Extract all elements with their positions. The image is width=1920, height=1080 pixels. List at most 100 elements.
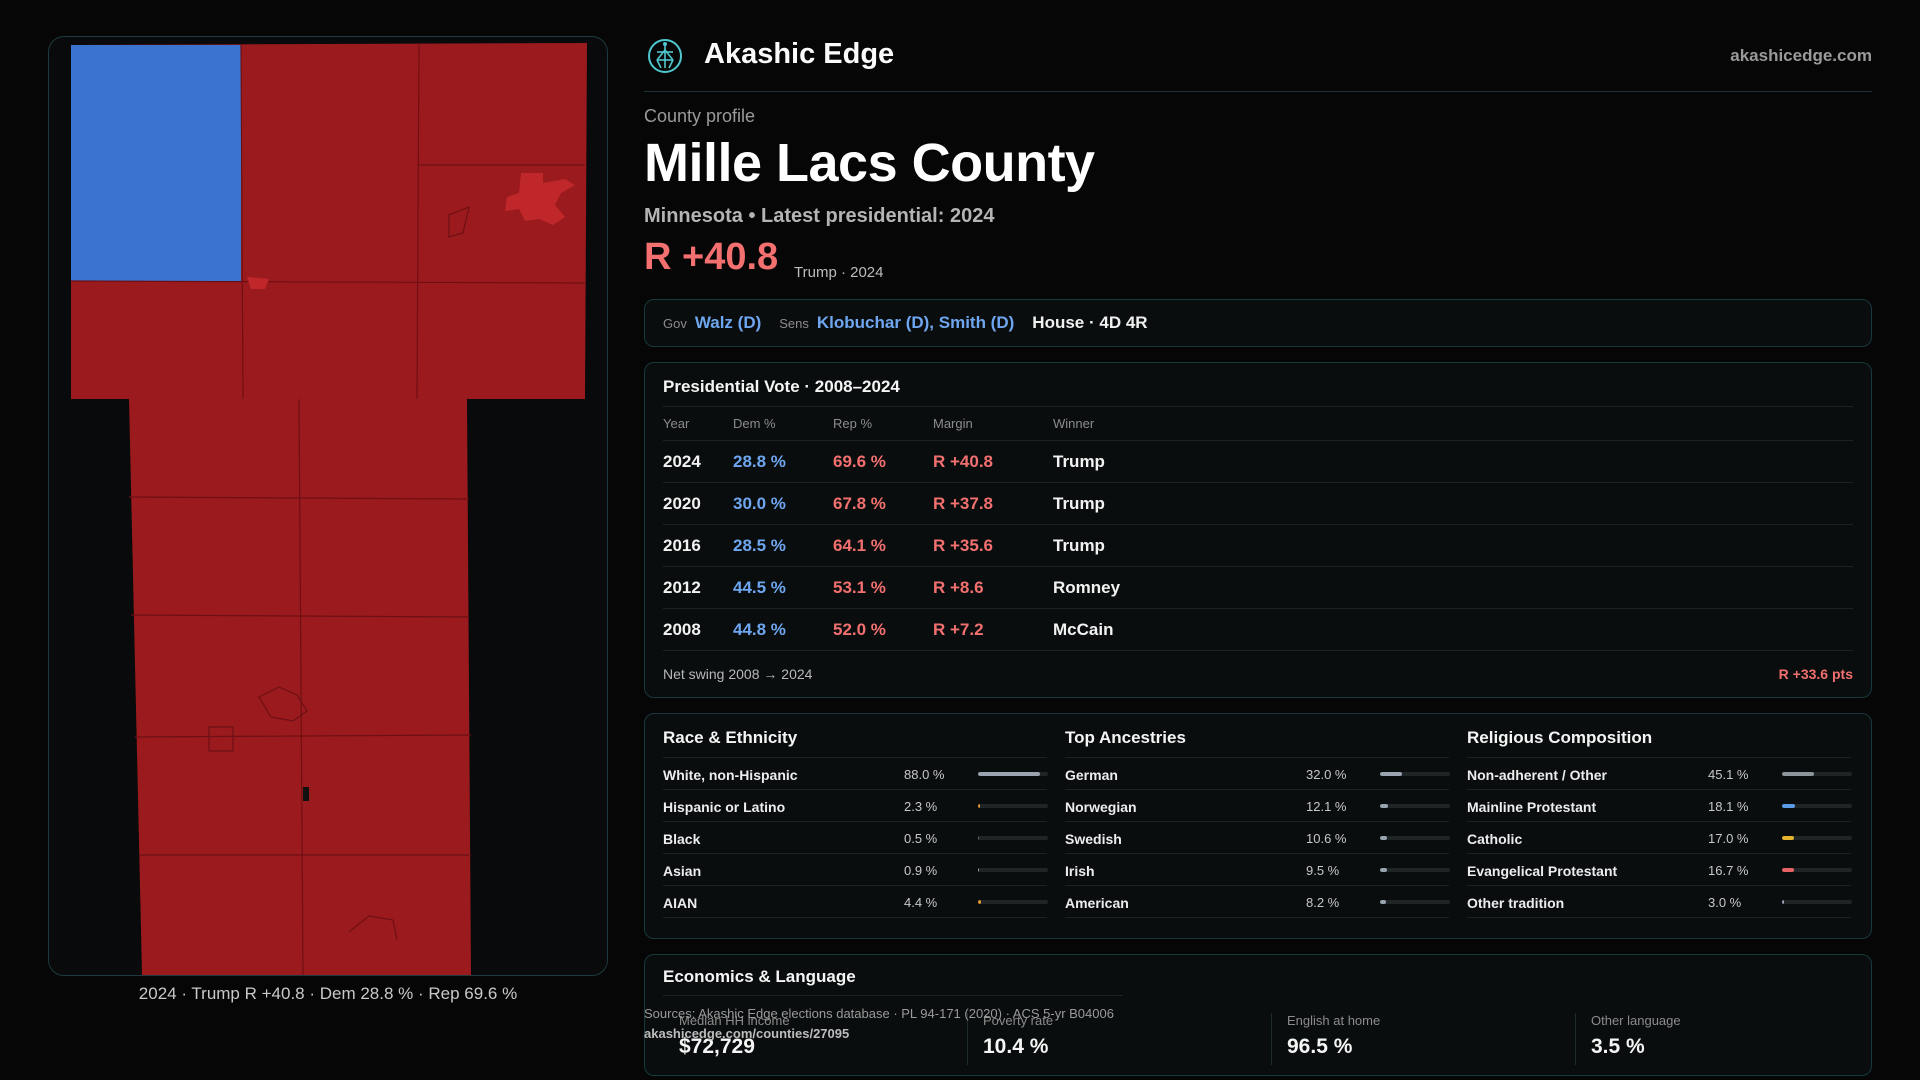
share-bar-fill xyxy=(978,836,980,840)
share-bar-fill xyxy=(1782,900,1785,904)
list-item[interactable]: AIAN 4.4 % xyxy=(663,886,1048,918)
cell-margin: R +35.6 xyxy=(933,524,1053,567)
cell-rep: 69.6 % xyxy=(833,440,933,483)
net-swing-value: R +33.6 pts xyxy=(1778,666,1853,682)
economics-card: Economics & Language Median HH income $7… xyxy=(644,954,1872,1076)
list-item[interactable]: Non-adherent / Other 45.1 % xyxy=(1467,758,1852,790)
cell-dem: 44.5 % xyxy=(733,566,833,609)
item-value: 88.0 % xyxy=(904,767,945,782)
item-value: 17.0 % xyxy=(1708,831,1749,846)
county-map[interactable] xyxy=(48,36,608,976)
item-label: Catholic xyxy=(1467,831,1523,847)
list-item[interactable]: Asian 0.9 % xyxy=(663,854,1048,886)
share-bar-fill xyxy=(1782,804,1795,808)
headline-margin: R +40.8 xyxy=(644,236,779,278)
list-item[interactable]: Hispanic or Latino 2.3 % xyxy=(663,790,1048,822)
header-dem: Dem % xyxy=(733,406,833,441)
list-item[interactable]: Catholic 17.0 % xyxy=(1467,822,1852,854)
item-value: 18.1 % xyxy=(1708,799,1749,814)
item-label: Asian xyxy=(663,863,702,879)
item-label: Irish xyxy=(1065,863,1095,879)
map-caption: 2024 · Trump R +40.8 · Dem 28.8 % · Rep … xyxy=(138,984,518,1003)
page-eyebrow: County profile xyxy=(644,106,756,126)
presidential-vote-card: Presidential Vote · 2008–2024 Year Dem %… xyxy=(644,362,1872,698)
share-bar-fill xyxy=(978,772,1040,776)
item-label: German xyxy=(1065,767,1118,783)
race-list: White, non-Hispanic 88.0 % Hispanic or Lat… xyxy=(663,757,1048,918)
list-item[interactable]: Swedish 10.6 % xyxy=(1065,822,1450,854)
table-row[interactable]: 2016 28.5 % 64.1 % R +35.6 Trump xyxy=(663,524,1853,567)
dem-precinct[interactable] xyxy=(71,45,241,281)
stat-label: Other language xyxy=(1591,1013,1681,1028)
share-bar xyxy=(978,868,1048,872)
list-item[interactable]: Black 0.5 % xyxy=(663,822,1048,854)
table-row[interactable]: 2008 44.8 % 52.0 % R +7.2 McCain xyxy=(663,608,1853,651)
item-value: 45.1 % xyxy=(1708,767,1749,782)
item-value: 3.0 % xyxy=(1708,895,1742,910)
stat-poverty-rate: Poverty rate 10.4 % xyxy=(983,1013,1283,1069)
gov-label: Gov xyxy=(663,316,687,331)
share-bar xyxy=(978,900,1048,904)
share-bar xyxy=(1782,868,1852,872)
divider xyxy=(1575,1013,1576,1065)
list-item[interactable]: White, non-Hispanic 88.0 % xyxy=(663,758,1048,790)
cell-winner: Trump xyxy=(1053,440,1853,483)
gov-link[interactable]: Walz (D) xyxy=(694,313,762,332)
cell-rep: 67.8 % xyxy=(833,482,933,525)
net-swing-label: Net swing 2008 → 2024 xyxy=(663,666,813,682)
header-year: Year xyxy=(663,406,733,441)
tree-of-life-icon[interactable] xyxy=(647,38,683,74)
item-label: Swedish xyxy=(1065,831,1122,847)
ancestry-title: Top Ancestries xyxy=(1065,728,1186,747)
stat-value: 10.4 % xyxy=(983,1035,1049,1058)
share-bar xyxy=(1782,900,1852,904)
water-body xyxy=(303,787,309,801)
stat-other-language: Other language 3.5 % xyxy=(1591,1013,1891,1069)
list-item[interactable]: Irish 9.5 % xyxy=(1065,854,1450,886)
table-row[interactable]: 2020 30.0 % 67.8 % R +37.8 Trump xyxy=(663,482,1853,525)
sources-link[interactable]: akashicedge.com/counties/27095 xyxy=(644,1026,850,1041)
list-item[interactable]: Evangelical Protestant 16.7 % xyxy=(1467,854,1852,886)
share-bar xyxy=(978,836,1048,840)
stat-value: 96.5 % xyxy=(1287,1035,1353,1058)
ancestry-section: Top Ancestries German 32.0 % Norwegian 12.1… xyxy=(1047,714,1450,940)
share-bar xyxy=(1380,772,1450,776)
ancestry-list: German 32.0 % Norwegian 12.1 % Swedish 10.6 %… xyxy=(1065,757,1450,918)
share-bar xyxy=(978,772,1048,776)
page-subtitle: Minnesota • Latest presidential: 2024 xyxy=(644,205,995,227)
list-item[interactable]: German 32.0 % xyxy=(1065,758,1450,790)
stat-label: English at home xyxy=(1287,1013,1381,1028)
share-bar-fill xyxy=(978,900,982,904)
item-value: 12.1 % xyxy=(1306,799,1347,814)
item-label: Hispanic or Latino xyxy=(663,799,786,815)
cell-dem: 30.0 % xyxy=(733,482,833,525)
headline-margin-note: Trump · 2024 xyxy=(794,264,884,281)
item-label: Black xyxy=(663,831,701,847)
brand-name[interactable]: Akashic Edge xyxy=(704,38,895,70)
item-value: 4.4 % xyxy=(904,895,938,910)
share-bar xyxy=(1380,868,1450,872)
list-item[interactable]: Mainline Protestant 18.1 % xyxy=(1467,790,1852,822)
sens-link[interactable]: Klobuchar (D), Smith (D) xyxy=(816,313,1015,332)
item-label: White, non-Hispanic xyxy=(663,767,798,783)
house-delegation: House · 4D 4R xyxy=(1032,313,1148,332)
item-label: Other tradition xyxy=(1467,895,1565,911)
city-precinct[interactable] xyxy=(505,173,575,225)
table-row[interactable]: 2024 28.8 % 69.6 % R +40.8 Trump xyxy=(663,440,1853,483)
item-label: Mainline Protestant xyxy=(1467,799,1597,815)
list-item[interactable]: Norwegian 12.1 % xyxy=(1065,790,1450,822)
header-rep: Rep % xyxy=(833,406,933,441)
economics-title: Economics & Language xyxy=(663,967,856,986)
list-item[interactable]: Other tradition 3.0 % xyxy=(1467,886,1852,918)
precinct-map xyxy=(70,42,587,975)
item-label: Norwegian xyxy=(1065,799,1137,815)
share-bar-fill xyxy=(1380,804,1389,808)
header: Akashic Edge akashicedge.com xyxy=(644,34,1872,92)
cell-year: 2008 xyxy=(663,608,733,651)
list-item[interactable]: American 8.2 % xyxy=(1065,886,1450,918)
table-row[interactable]: 2012 44.5 % 53.1 % R +8.6 Romney xyxy=(663,566,1853,609)
officials-bar: Gov Walz (D) Sens Klobuchar (D), Smith (… xyxy=(644,299,1872,347)
brand-url[interactable]: akashicedge.com xyxy=(1730,46,1872,65)
page-title: Mille Lacs County xyxy=(644,133,1095,193)
header-margin: Margin xyxy=(933,406,1053,441)
